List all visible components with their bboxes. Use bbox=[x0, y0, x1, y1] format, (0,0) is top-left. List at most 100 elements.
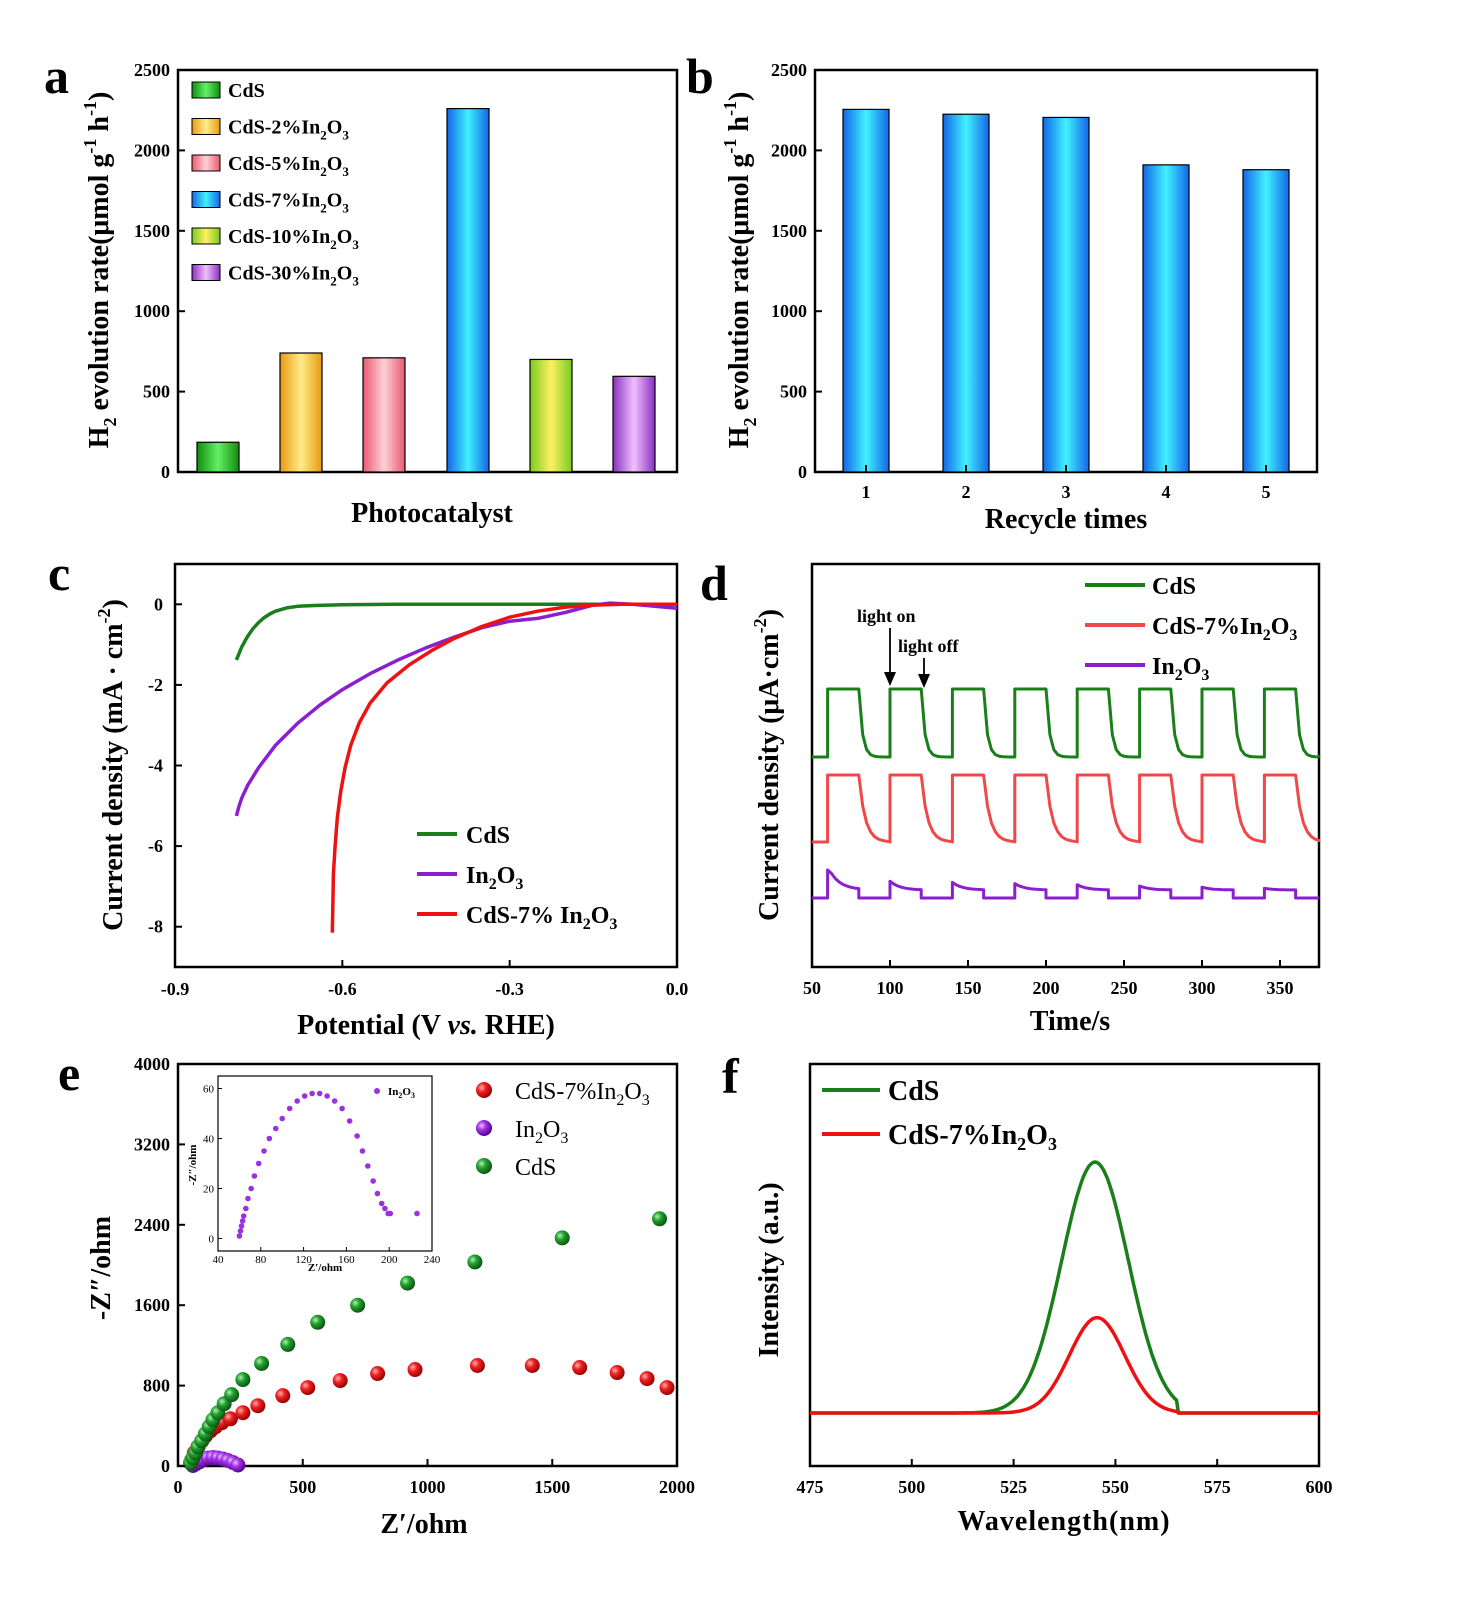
plot-frame-d bbox=[810, 562, 1321, 969]
y-axis-label-f: Intensity (a.u.) bbox=[754, 1182, 785, 1357]
inset-frame bbox=[217, 1075, 433, 1252]
point-e-1 bbox=[639, 1371, 655, 1387]
inset-point bbox=[286, 1105, 293, 1112]
inset-y-tick-label: 0 bbox=[209, 1234, 215, 1246]
y-tick-label-c: -6 bbox=[148, 836, 163, 856]
legend-swatch-a bbox=[191, 81, 221, 99]
y-axis-label-e: -Z″/ohm bbox=[86, 1216, 117, 1320]
inset-point bbox=[279, 1115, 286, 1122]
y-tick-label-c: 0 bbox=[154, 594, 163, 614]
inset-point bbox=[309, 1090, 315, 1097]
panel-label-b: b bbox=[686, 48, 714, 104]
legend-label-d: CdS bbox=[1152, 574, 1196, 600]
line-f-1 bbox=[810, 1160, 1319, 1415]
line-c-2 bbox=[234, 601, 678, 817]
legend-label-a: CdS-5%In2​O3​ bbox=[228, 153, 349, 179]
y-axis-label-c: Current density (mA · cm-2) bbox=[94, 599, 129, 931]
point-e-3 bbox=[224, 1387, 240, 1403]
x-axis-label-a: Photocatalyst bbox=[351, 498, 513, 529]
y-tick-label-c: -4 bbox=[148, 756, 163, 776]
point-e-3 bbox=[310, 1314, 326, 1330]
x-tick-label-e: 0 bbox=[174, 1477, 183, 1497]
inset-point bbox=[239, 1218, 246, 1224]
panel-label-a: a bbox=[44, 48, 69, 104]
inset-point bbox=[346, 1118, 353, 1124]
point-e-1 bbox=[235, 1405, 251, 1421]
inset-point bbox=[387, 1210, 394, 1217]
legend-label-a: CdS-7%In2​O3​ bbox=[228, 190, 349, 216]
y-tick-label-b: 1000 bbox=[771, 301, 807, 321]
bar-b-2 bbox=[942, 113, 990, 473]
x-tick-label-d: 100 bbox=[877, 978, 904, 998]
inset-point bbox=[294, 1098, 300, 1104]
x-tick-label-e: 1000 bbox=[410, 1477, 446, 1497]
y-tick-label-a: 1500 bbox=[134, 221, 170, 241]
y-tick-label-e: 800 bbox=[143, 1376, 170, 1396]
legend-label-c: In2​O3​ bbox=[466, 863, 523, 893]
y-tick-label-e: 3200 bbox=[134, 1134, 170, 1154]
line-d-3 bbox=[812, 868, 1319, 900]
x-tick-label-c: -0.9 bbox=[161, 979, 190, 999]
point-e-1 bbox=[300, 1380, 316, 1396]
inset-point bbox=[248, 1185, 254, 1192]
legend-label-c: CdS bbox=[466, 823, 510, 849]
inset-point bbox=[243, 1205, 249, 1212]
inset-x-tick-label: 40 bbox=[213, 1254, 225, 1266]
x-tick-label-c: -0.6 bbox=[328, 979, 357, 999]
bar-b-1 bbox=[842, 108, 890, 473]
inset-point bbox=[240, 1213, 247, 1219]
inset-point bbox=[266, 1135, 273, 1142]
legend-label-f: CdS bbox=[888, 1076, 939, 1107]
point-e-3 bbox=[350, 1297, 366, 1313]
point-e-1 bbox=[609, 1365, 625, 1381]
inset-point bbox=[236, 1233, 243, 1239]
x-tick-label-f: 550 bbox=[1102, 1477, 1129, 1497]
legend-label-d: In2​O3​ bbox=[1152, 654, 1209, 684]
inset-point bbox=[365, 1163, 371, 1169]
legend-label-e: CdS bbox=[515, 1155, 556, 1181]
inset-point bbox=[238, 1223, 245, 1229]
point-e-1 bbox=[469, 1358, 485, 1373]
x-tick-label-f: 475 bbox=[797, 1477, 824, 1497]
legend-marker-e bbox=[476, 1082, 492, 1098]
legend-swatch-a bbox=[191, 227, 221, 245]
inset-point bbox=[251, 1173, 258, 1179]
bar-a-2 bbox=[279, 352, 323, 473]
x-tick-label-e: 1500 bbox=[534, 1477, 570, 1497]
panel-d: d 50 100 150 200 250 300 350 CdS CdS-7%In2​O3​ I… bbox=[700, 555, 1321, 1037]
plot-frame-a bbox=[176, 68, 679, 474]
bar-a-4 bbox=[446, 107, 490, 473]
panel-f: f 475 500 525 550 575 600 CdS CdS-7%In2​O3​ Wa… bbox=[722, 1048, 1333, 1537]
point-e-1 bbox=[250, 1398, 266, 1414]
point-e-3 bbox=[280, 1336, 296, 1352]
y-tick-label-b: 2500 bbox=[771, 60, 807, 80]
panel-a: a 0 500 1000 1500 2000 2500 CdS CdS-2%In2​O3​ C… bbox=[44, 48, 679, 529]
inset-point bbox=[374, 1190, 381, 1197]
bar-a-5 bbox=[529, 358, 573, 473]
inset-legend-label: In2O3 bbox=[388, 1086, 415, 1100]
inset-point bbox=[382, 1205, 388, 1212]
x-axis-label-f: Wavelength(nm) bbox=[957, 1506, 1170, 1537]
panel-b: b 0 500 1000 1500 2000 2500 1 2 3 4 5 Recycle time… bbox=[686, 48, 1319, 535]
inset-point bbox=[261, 1148, 267, 1154]
legend-label-e: In2​O3​ bbox=[515, 1117, 568, 1147]
point-e-3 bbox=[235, 1372, 251, 1388]
line-c-3 bbox=[330, 602, 677, 933]
point-e-1 bbox=[275, 1388, 291, 1404]
y-tick-label-a: 0 bbox=[161, 462, 170, 482]
inset-y-axis-label: -Z″/ohm bbox=[187, 1145, 199, 1186]
light-off-arrowhead bbox=[918, 674, 930, 688]
point-e-3 bbox=[554, 1230, 570, 1246]
legend-swatch-a bbox=[191, 264, 221, 281]
inset-point bbox=[272, 1125, 279, 1132]
y-tick-label-a: 2500 bbox=[134, 60, 170, 80]
x-tick-label-d: 200 bbox=[1033, 978, 1060, 998]
x-tick-label-f: 600 bbox=[1306, 1477, 1333, 1497]
x-axis-label-e: Z′/ohm bbox=[380, 1509, 467, 1540]
line-c-1 bbox=[234, 602, 677, 661]
point-e-3 bbox=[254, 1355, 270, 1371]
x-axis-label-b: Recycle times bbox=[985, 504, 1148, 535]
panel-c: c -0.9 -0.6 -0.3 0.0 -8 -6 -4 -2 0 CdS In2​O3​ CdS… bbox=[48, 545, 688, 1041]
